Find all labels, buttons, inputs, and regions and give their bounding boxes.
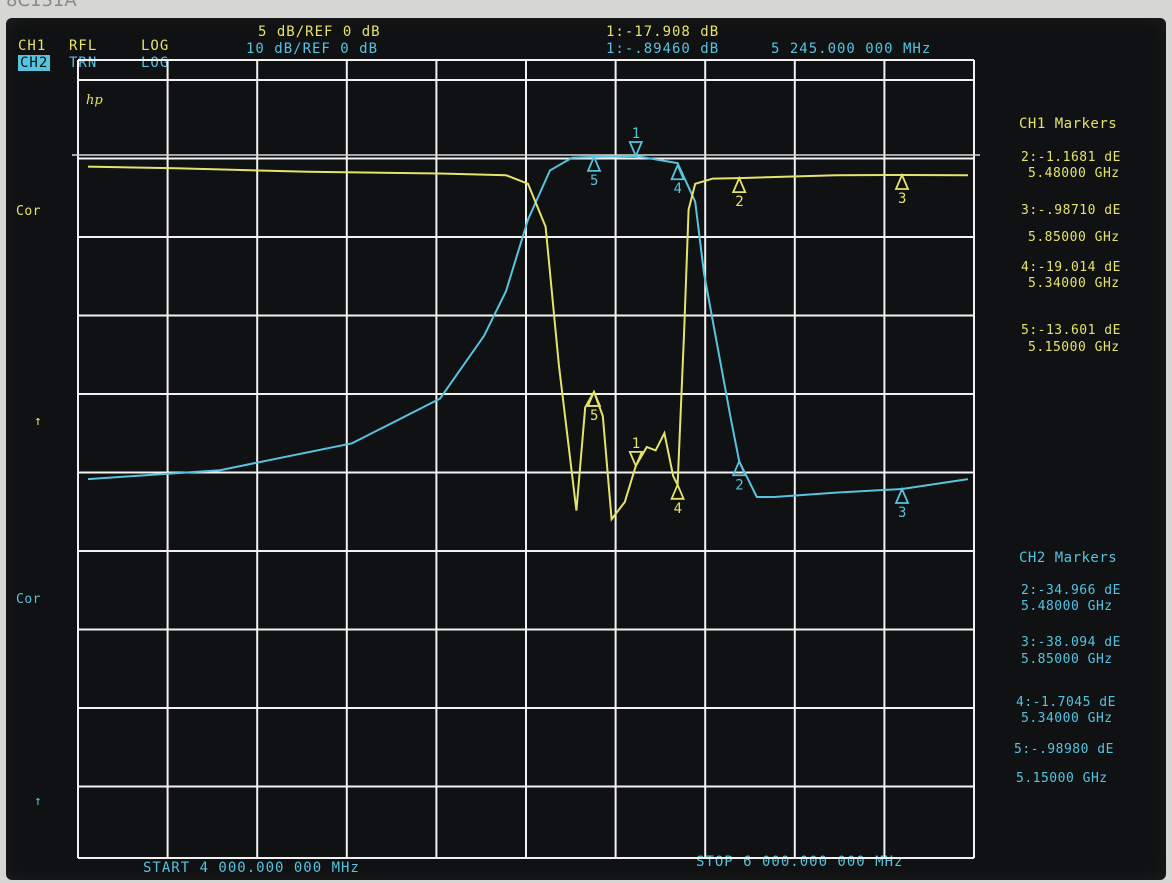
svg-text:3: 3 bbox=[898, 191, 906, 207]
svg-text:5: 5 bbox=[590, 173, 598, 189]
ch2-reference-arrow: ↑ bbox=[34, 794, 43, 809]
ch2-marker5-value: 5:-.98980 dE bbox=[1014, 742, 1114, 757]
svg-text:4: 4 bbox=[674, 501, 682, 517]
active-marker-freq: 5 245.000 000 MHz bbox=[771, 41, 932, 57]
ch1-label[interactable]: CH1 bbox=[18, 38, 47, 54]
ch1-reference-arrow: ↑ bbox=[34, 414, 43, 429]
ch1-mode: RFL bbox=[69, 38, 98, 54]
ch1-marker-2[interactable]: 2 bbox=[731, 175, 747, 210]
ch2-marker5-freq: 5.15000 GHz bbox=[1016, 771, 1108, 786]
ch1-marker4-freq: 5.34000 GHz bbox=[1028, 276, 1120, 291]
ch1-marker5-value: 5:-13.601 dE bbox=[1021, 323, 1121, 338]
ch1-marker-4[interactable]: 4 bbox=[670, 482, 685, 517]
ch1-marker2-value: 2:-1.1681 dE bbox=[1021, 150, 1121, 165]
start-frequency: START 4 000.000 000 MHz bbox=[143, 860, 360, 876]
ch2-marker-4[interactable]: 4 bbox=[670, 162, 685, 197]
marker-symbols: 1 5 4 2 3 1 5 4 2 3 bbox=[586, 126, 910, 521]
measurement-graph[interactable]: hp 1 5 4 2 3 1 5 4 2 3 bbox=[6, 18, 1166, 880]
hp-logo: hp bbox=[86, 93, 103, 108]
ch1-marker3-freq: 5.85000 GHz bbox=[1028, 230, 1120, 245]
ch2-marker4-value: 4:-1.7045 dE bbox=[1016, 695, 1116, 710]
ch2-marker4-freq: 5.34000 GHz bbox=[1021, 711, 1113, 726]
ch1-format: LOG bbox=[141, 38, 170, 54]
analyzer-screen: CH1 RFL LOG 5 dB/REF 0 dB CH2 TRN LOG 10… bbox=[6, 18, 1166, 880]
active-marker-ch1: 1:-17.908 dB bbox=[606, 24, 720, 40]
ch2-correction-indicator: Cor bbox=[16, 592, 41, 607]
ch2-marker-3[interactable]: 3 bbox=[894, 486, 910, 521]
ch2-marker3-value: 3:-38.094 dE bbox=[1021, 635, 1121, 650]
ch1-marker5-freq: 5.15000 GHz bbox=[1028, 340, 1120, 355]
ch1-marker2-freq: 5.48000 GHz bbox=[1028, 166, 1120, 181]
svg-text:4: 4 bbox=[674, 181, 682, 197]
active-marker-ch2: 1:-.89460 dB bbox=[606, 41, 720, 57]
ch1-scale: 5 dB/REF 0 dB bbox=[258, 24, 381, 40]
ch2-marker2-value: 2:-34.966 dE bbox=[1021, 583, 1121, 598]
ch2-trace bbox=[87, 154, 969, 498]
ch2-label[interactable]: CH2 bbox=[18, 55, 51, 71]
bezel-label: 8C131A bbox=[6, 0, 77, 11]
svg-text:2: 2 bbox=[735, 194, 743, 210]
graticule-grid bbox=[77, 59, 975, 859]
svg-text:1: 1 bbox=[632, 126, 640, 142]
ch2-scale: 10 dB/REF 0 dB bbox=[246, 41, 379, 57]
ch1-trace bbox=[87, 165, 969, 522]
ch2-marker2-freq: 5.48000 GHz bbox=[1021, 599, 1113, 614]
svg-text:1: 1 bbox=[632, 436, 640, 452]
ch2-markers-title: CH2 Markers bbox=[1019, 550, 1118, 566]
ch2-marker-2[interactable]: 2 bbox=[731, 458, 747, 493]
ch2-marker-5[interactable]: 5 bbox=[586, 154, 602, 189]
ch1-marker-1[interactable]: 1 bbox=[628, 436, 644, 469]
ch2-marker-1[interactable]: 1 bbox=[628, 126, 644, 159]
ch2-marker3-freq: 5.85000 GHz bbox=[1021, 652, 1113, 667]
ch1-correction-indicator: Cor bbox=[16, 204, 41, 219]
ch1-marker4-value: 4:-19.014 dE bbox=[1021, 260, 1121, 275]
ch1-marker3-value: 3:-.98710 dE bbox=[1021, 203, 1121, 218]
svg-text:3: 3 bbox=[898, 505, 906, 521]
svg-text:2: 2 bbox=[735, 477, 743, 493]
ch1-markers-title: CH1 Markers bbox=[1019, 116, 1118, 132]
svg-text:5: 5 bbox=[590, 408, 598, 424]
ch1-marker-3[interactable]: 3 bbox=[894, 172, 910, 207]
ch1-marker-5[interactable]: 5 bbox=[586, 389, 602, 424]
